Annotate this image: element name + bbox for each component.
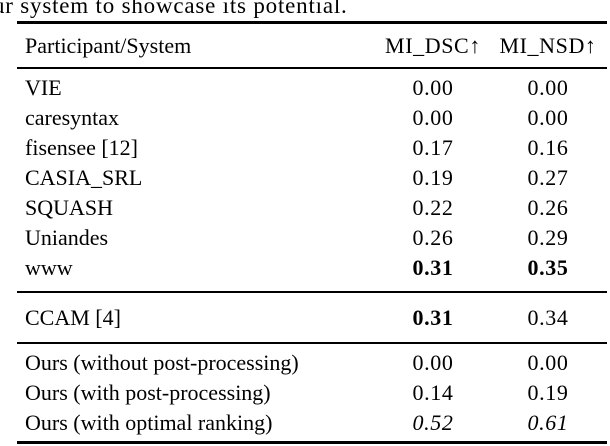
participant-name: SQUASH bbox=[25, 195, 114, 220]
table-row: Ours (with optimal ranking) 0.52 0.61 bbox=[17, 408, 607, 443]
mi-nsd-value: 0.19 bbox=[527, 380, 569, 405]
mi-dsc-value: 0.17 bbox=[412, 135, 454, 160]
intro-text: ur system to showcase its potential. bbox=[0, 0, 348, 18]
mi-nsd-value: 0.27 bbox=[527, 165, 569, 190]
participants-group: VIE 0.00 0.00 caresyntax 0.00 0.00 fisen… bbox=[17, 68, 607, 292]
col-header-mi-nsd: MI_NSD↑ bbox=[499, 33, 597, 58]
table-row: Ours (with post-processing) 0.14 0.19 bbox=[17, 378, 607, 408]
mi-nsd-value-best: 0.35 bbox=[527, 255, 569, 280]
table-row: caresyntax 0.00 0.00 bbox=[17, 103, 607, 133]
mi-dsc-value: 0.22 bbox=[412, 195, 454, 220]
table-header: Participant/System MI_DSC↑ MI_NSD↑ bbox=[17, 23, 607, 68]
participant-name: fisensee [12] bbox=[25, 135, 139, 160]
mi-nsd-value: 0.00 bbox=[527, 350, 569, 375]
participant-name: www bbox=[25, 255, 73, 280]
ours-group: Ours (without post-processing) 0.00 0.00… bbox=[17, 343, 607, 443]
mi-dsc-value: 0.14 bbox=[412, 380, 454, 405]
table-row: www 0.31 0.35 bbox=[17, 253, 607, 292]
header-row: Participant/System MI_DSC↑ MI_NSD↑ bbox=[17, 23, 607, 68]
participant-name: CASIA_SRL bbox=[25, 165, 143, 190]
mi-dsc-value-oracle: 0.52 bbox=[412, 410, 454, 435]
participant-name: Uniandes bbox=[25, 225, 109, 250]
mi-nsd-value: 0.26 bbox=[527, 195, 569, 220]
participant-name: caresyntax bbox=[25, 105, 120, 130]
mi-nsd-value: 0.00 bbox=[527, 75, 569, 100]
mi-nsd-value: 0.29 bbox=[527, 225, 569, 250]
table-row: CCAM [4] 0.31 0.34 bbox=[17, 292, 607, 343]
participant-name: Ours (without post-processing) bbox=[25, 350, 299, 375]
mi-nsd-value-oracle: 0.61 bbox=[527, 410, 569, 435]
col-header-participant-system: Participant/System bbox=[25, 33, 192, 58]
mi-dsc-value-best: 0.31 bbox=[412, 255, 454, 280]
table-row: SQUASH 0.22 0.26 bbox=[17, 193, 607, 223]
mi-dsc-value: 0.00 bbox=[412, 75, 454, 100]
participant-name: VIE bbox=[25, 75, 62, 100]
participant-name: CCAM [4] bbox=[25, 305, 121, 330]
mi-dsc-value: 0.00 bbox=[412, 350, 454, 375]
mi-dsc-value: 0.26 bbox=[412, 225, 454, 250]
mi-nsd-value: 0.34 bbox=[527, 305, 569, 330]
table-row: Uniandes 0.26 0.29 bbox=[17, 223, 607, 253]
mi-dsc-value: 0.00 bbox=[412, 105, 454, 130]
results-table: Participant/System MI_DSC↑ MI_NSD↑ VIE 0… bbox=[17, 21, 607, 444]
table-row: CASIA_SRL 0.19 0.27 bbox=[17, 163, 607, 193]
table-row: VIE 0.00 0.00 bbox=[17, 68, 607, 103]
participant-name: Ours (with post-processing) bbox=[25, 380, 271, 405]
participant-name: Ours (with optimal ranking) bbox=[25, 410, 273, 435]
mi-dsc-value-best: 0.31 bbox=[412, 305, 454, 330]
table-row: Ours (without post-processing) 0.00 0.00 bbox=[17, 343, 607, 378]
mi-nsd-value: 0.16 bbox=[527, 135, 569, 160]
mi-nsd-value: 0.00 bbox=[527, 105, 569, 130]
mi-dsc-value: 0.19 bbox=[412, 165, 454, 190]
baseline-group: CCAM [4] 0.31 0.34 bbox=[17, 292, 607, 343]
table-row: fisensee [12] 0.17 0.16 bbox=[17, 133, 607, 163]
col-header-mi-dsc: MI_DSC↑ bbox=[385, 33, 481, 58]
